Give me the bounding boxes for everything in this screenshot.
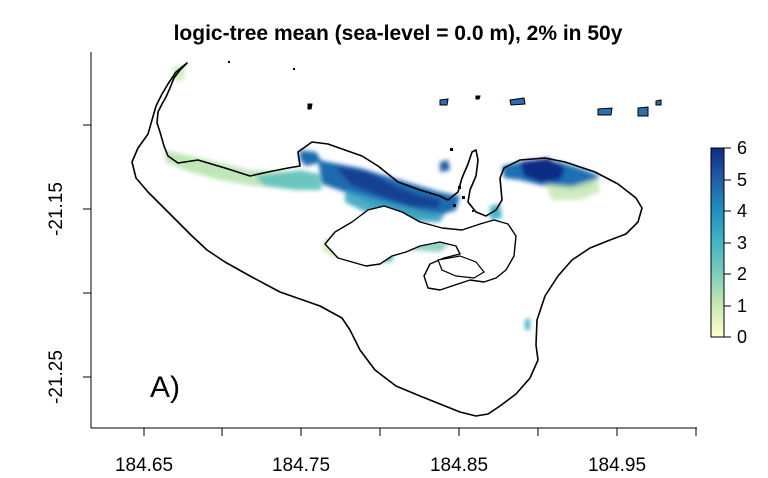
inundation-layer [165, 64, 600, 330]
y-axis [83, 124, 91, 378]
x-tick-label: 184.85 [430, 455, 488, 476]
colorbar [710, 147, 725, 338]
panel-label: A) [150, 371, 180, 404]
legend-label: 1 [737, 296, 747, 316]
inner-island [437, 255, 485, 279]
legend-label: 4 [737, 201, 747, 221]
legend-label: 6 [737, 138, 747, 158]
legend-label: 0 [737, 327, 747, 347]
x-axis [143, 428, 697, 436]
coastline-main [131, 62, 643, 417]
legend-label: 2 [737, 264, 747, 284]
reef-dots [228, 61, 474, 212]
legend-label: 5 [737, 170, 747, 190]
x-tick-label: 184.95 [588, 455, 646, 476]
y-tick-label: -21.25 [46, 350, 67, 404]
x-tick-label: 184.65 [115, 455, 173, 476]
colorbar-ticks [724, 147, 731, 338]
plot-frame [90, 52, 697, 429]
legend-label: 3 [737, 233, 747, 253]
map-title: logic-tree mean (sea-level = 0.0 m), 2% … [174, 22, 623, 45]
offshore-islets [307, 95, 662, 117]
y-tick-label: -21.15 [46, 182, 67, 236]
x-tick-label: 184.75 [272, 455, 330, 476]
